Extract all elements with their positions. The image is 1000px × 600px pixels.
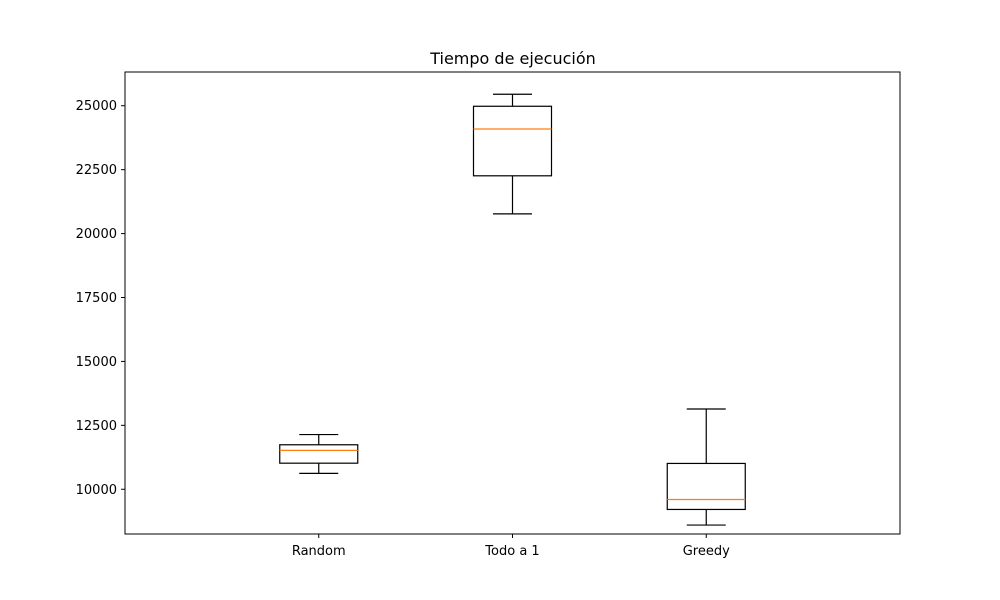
axes-frame bbox=[124, 71, 901, 535]
box-random bbox=[279, 444, 359, 464]
y-tick-label: 22500 bbox=[76, 163, 117, 178]
x-tick-label: Greedy bbox=[683, 544, 730, 559]
plot-area: 10000 12500 15000 17500 20000 22500 25000 Rando… bbox=[76, 71, 901, 559]
chart-title: Tiempo de ejecución bbox=[429, 49, 596, 68]
y-tick-label: 17500 bbox=[76, 291, 117, 306]
y-tick-label: 12500 bbox=[76, 419, 117, 434]
box-greedy bbox=[666, 462, 746, 511]
y-tick-label: 15000 bbox=[76, 355, 117, 370]
x-tick-label: Todo a 1 bbox=[484, 544, 539, 559]
y-tick-label: 10000 bbox=[76, 483, 117, 498]
x-tick-label: Random bbox=[292, 544, 346, 559]
y-tick-label: 20000 bbox=[76, 227, 117, 242]
y-tick-label: 25000 bbox=[76, 99, 117, 114]
box-todo-a-1 bbox=[472, 105, 553, 177]
